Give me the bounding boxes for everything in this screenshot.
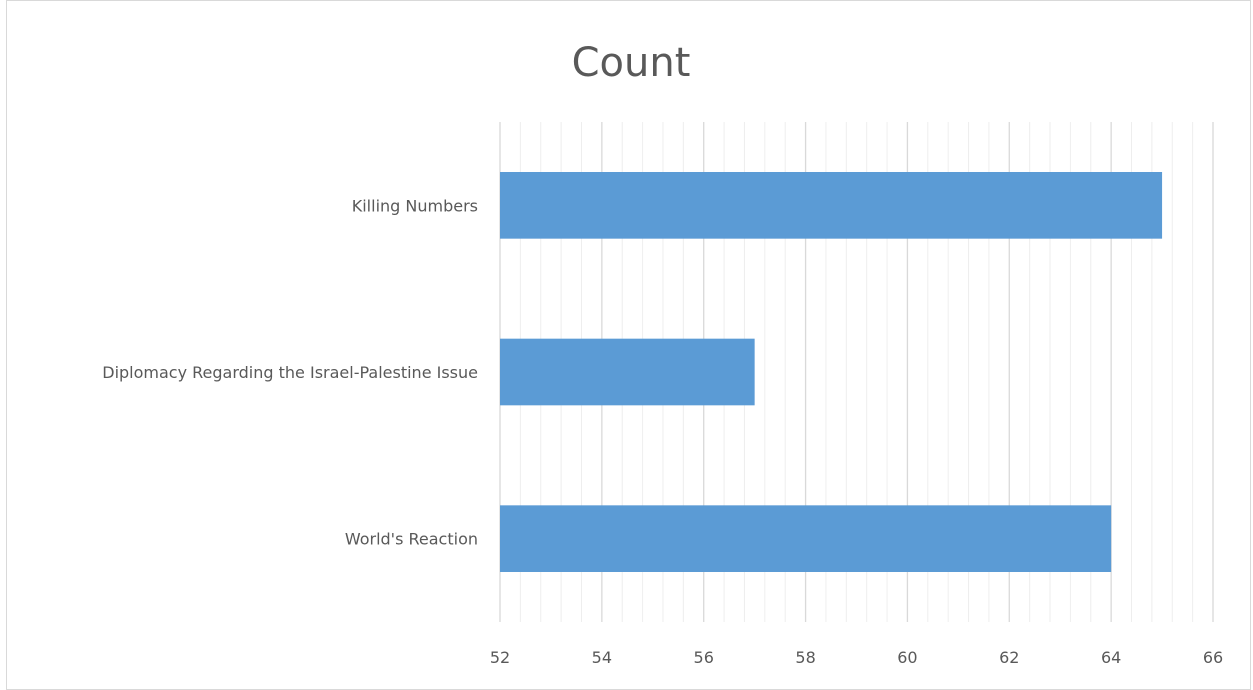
x-tick-label: 54 (592, 648, 612, 667)
chart-title: Count (572, 40, 691, 86)
x-tick-label: 66 (1203, 648, 1223, 667)
bar (500, 505, 1112, 572)
x-tick-label: 64 (1101, 648, 1121, 667)
category-label: Killing Numbers (352, 196, 478, 215)
x-axis-tick-labels: 52 54 56 58 60 62 64 66 (490, 648, 1223, 667)
x-tick-label: 62 (999, 648, 1019, 667)
bar (500, 338, 755, 406)
category-labels: Killing Numbers Diplomacy Regarding the I… (102, 196, 478, 548)
category-label: Diplomacy Regarding the Israel-Palestine… (102, 363, 478, 382)
bars (500, 172, 1163, 572)
x-tick-label: 56 (694, 648, 714, 667)
x-tick-label: 58 (795, 648, 815, 667)
bar (500, 172, 1163, 239)
bar-chart: Count Killing Numbers Diplomacy Regarding… (102, 40, 1223, 667)
x-tick-label: 60 (897, 648, 917, 667)
x-tick-label: 52 (490, 648, 510, 667)
category-label: World's Reaction (345, 530, 478, 549)
